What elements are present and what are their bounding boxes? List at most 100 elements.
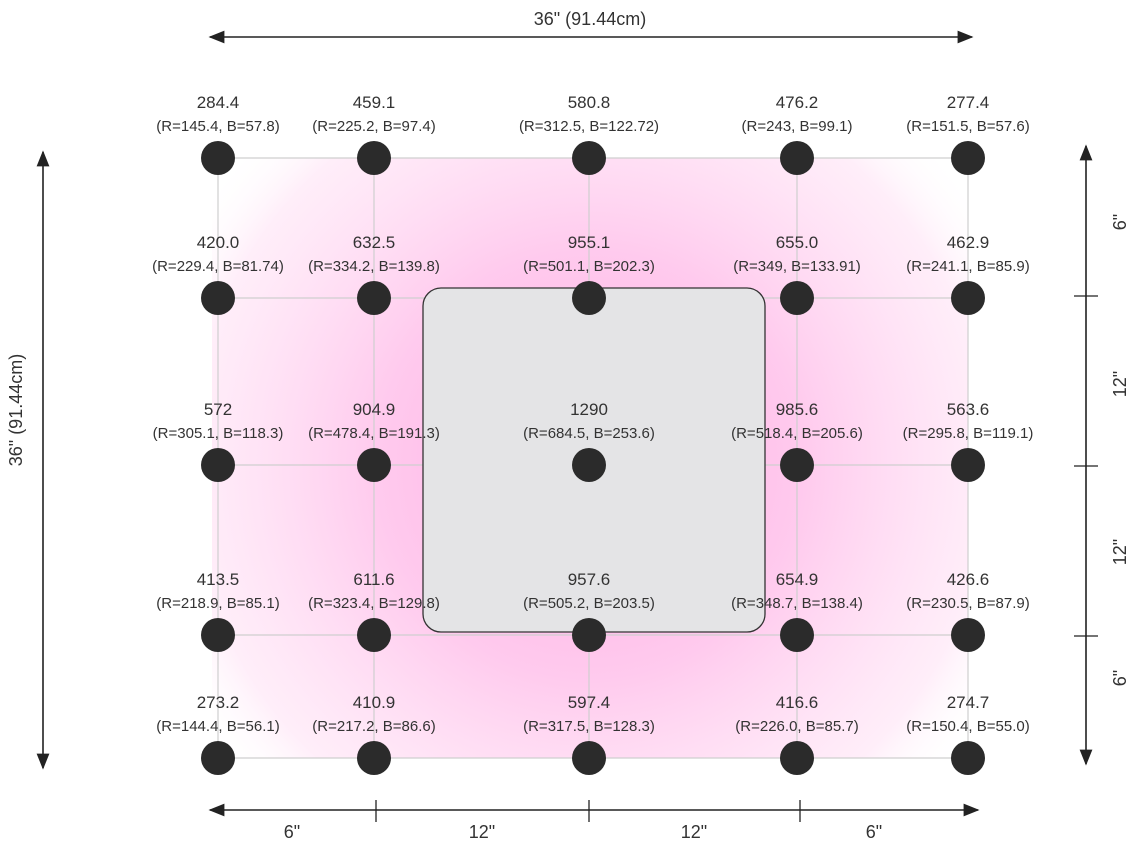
right-segment-label: 12": [1110, 371, 1130, 397]
red-blue-values: (R=518.4, B=205.6): [731, 425, 863, 442]
measurement-point: 416.6 (R=226.0, B=85.7): [735, 693, 859, 775]
sensor-dot: [201, 281, 235, 315]
red-blue-values: (R=225.2, B=97.4): [312, 118, 435, 135]
measurement-point: 632.5 (R=334.2, B=139.8): [308, 233, 440, 315]
red-blue-values: (R=501.1, B=202.3): [523, 258, 655, 275]
height-label: 36" (91.44cm): [6, 354, 26, 466]
red-blue-values: (R=229.4, B=81.74): [152, 258, 284, 275]
ppfd-value: 277.4: [947, 93, 990, 112]
ppfd-value: 632.5: [353, 233, 396, 252]
measurement-point: 273.2 (R=144.4, B=56.1): [156, 693, 280, 775]
sensor-dot: [357, 141, 391, 175]
measurement-point: 655.0 (R=349, B=133.91): [733, 233, 861, 315]
sensor-dot: [357, 281, 391, 315]
bottom-segment-label: 12": [681, 822, 707, 842]
red-blue-values: (R=348.7, B=138.4): [731, 595, 863, 612]
sensor-dot: [201, 618, 235, 652]
right-segment-label: 6": [1110, 670, 1130, 686]
ppfd-value: 580.8: [568, 93, 611, 112]
red-blue-values: (R=478.4, B=191.3): [308, 425, 440, 442]
bottom-segment-dimension: 6" 12" 12" 6": [208, 800, 980, 842]
sensor-dot: [201, 741, 235, 775]
measurement-point: 1290 (R=684.5, B=253.6): [523, 400, 655, 482]
ppfd-value: 597.4: [568, 693, 611, 712]
width-label: 36" (91.44cm): [534, 9, 646, 29]
sensor-dot: [780, 281, 814, 315]
measurement-point: 654.9 (R=348.7, B=138.4): [731, 570, 863, 652]
red-blue-values: (R=505.2, B=203.5): [523, 595, 655, 612]
ppfd-value: 462.9: [947, 233, 990, 252]
red-blue-values: (R=217.2, B=86.6): [312, 718, 435, 735]
measurement-point: 985.6 (R=518.4, B=205.6): [731, 400, 863, 482]
right-segment-label: 12": [1110, 539, 1130, 565]
ppfd-value: 985.6: [776, 400, 819, 419]
red-blue-values: (R=230.5, B=87.9): [906, 595, 1029, 612]
sensor-dot: [572, 741, 606, 775]
sensor-dot: [951, 618, 985, 652]
red-blue-values: (R=150.4, B=55.0): [906, 718, 1029, 735]
sensor-dot: [572, 141, 606, 175]
measurement-point: 277.4 (R=151.5, B=57.6): [906, 93, 1030, 175]
measurement-point: 611.6 (R=323.4, B=129.8): [308, 570, 440, 652]
measurement-points: 284.4 (R=145.4, B=57.8) 459.1 (R=225.2, B=9…: [152, 93, 1033, 775]
measurement-point: 413.5 (R=218.9, B=85.1): [156, 570, 280, 652]
ppfd-value: 655.0: [776, 233, 819, 252]
sensor-dot: [572, 618, 606, 652]
ppfd-value: 611.6: [353, 570, 394, 589]
measurement-point: 476.2 (R=243, B=99.1): [742, 93, 852, 175]
measurement-point: 580.8 (R=312.5, B=122.72): [519, 93, 659, 175]
sensor-dot: [357, 741, 391, 775]
ppfd-value: 274.7: [947, 693, 990, 712]
ppfd-value: 410.9: [353, 693, 396, 712]
red-blue-values: (R=305.1, B=118.3): [153, 425, 284, 442]
sensor-dot: [780, 618, 814, 652]
red-blue-values: (R=323.4, B=129.8): [308, 595, 440, 612]
ppfd-value: 273.2: [197, 693, 240, 712]
ppfd-value: 284.4: [197, 93, 240, 112]
red-blue-values: (R=145.4, B=57.8): [156, 118, 279, 135]
red-blue-values: (R=317.5, B=128.3): [523, 718, 655, 735]
ppfd-value: 955.1: [568, 233, 611, 252]
right-segment-label: 6": [1110, 214, 1130, 230]
red-blue-values: (R=349, B=133.91): [733, 258, 861, 275]
sensor-dot: [572, 281, 606, 315]
sensor-dot: [201, 141, 235, 175]
ppfd-value: 420.0: [197, 233, 240, 252]
measurement-point: 572 (R=305.1, B=118.3): [153, 400, 284, 482]
measurement-point: 284.4 (R=145.4, B=57.8): [156, 93, 280, 175]
right-segment-dimension: 6" 12" 12" 6": [1074, 144, 1130, 766]
sensor-dot: [951, 281, 985, 315]
red-blue-values: (R=334.2, B=139.8): [308, 258, 440, 275]
ppfd-value: 459.1: [353, 93, 396, 112]
sensor-dot: [572, 448, 606, 482]
measurement-point: 420.0 (R=229.4, B=81.74): [152, 233, 284, 315]
sensor-dot: [951, 741, 985, 775]
red-blue-values: (R=151.5, B=57.6): [906, 118, 1029, 135]
ppfd-value: 476.2: [776, 93, 819, 112]
measurement-point: 410.9 (R=217.2, B=86.6): [312, 693, 436, 775]
measurement-point: 955.1 (R=501.1, B=202.3): [523, 233, 655, 315]
measurement-point: 274.7 (R=150.4, B=55.0): [906, 693, 1030, 775]
red-blue-values: (R=684.5, B=253.6): [523, 425, 655, 442]
red-blue-values: (R=144.4, B=56.1): [156, 718, 279, 735]
ppfd-value: 957.6: [568, 570, 611, 589]
measurement-point: 462.9 (R=241.1, B=85.9): [906, 233, 1030, 315]
sensor-dot: [780, 141, 814, 175]
sensor-dot: [201, 448, 235, 482]
width-dimension: 36" (91.44cm): [208, 9, 974, 44]
ppfd-value: 904.9: [353, 400, 396, 419]
red-blue-values: (R=312.5, B=122.72): [519, 118, 659, 135]
bottom-segment-label: 6": [284, 822, 300, 842]
bottom-segment-label: 12": [469, 822, 495, 842]
ppfd-value: 426.6: [947, 570, 990, 589]
red-blue-values: (R=241.1, B=85.9): [906, 258, 1029, 275]
sensor-dot: [780, 741, 814, 775]
ppfd-value: 416.6: [776, 693, 819, 712]
measurement-point: 426.6 (R=230.5, B=87.9): [906, 570, 1030, 652]
height-dimension: 36" (91.44cm): [6, 150, 50, 770]
measurement-point: 904.9 (R=478.4, B=191.3): [308, 400, 440, 482]
red-blue-values: (R=226.0, B=85.7): [735, 718, 858, 735]
ppfd-value: 572: [204, 400, 232, 419]
